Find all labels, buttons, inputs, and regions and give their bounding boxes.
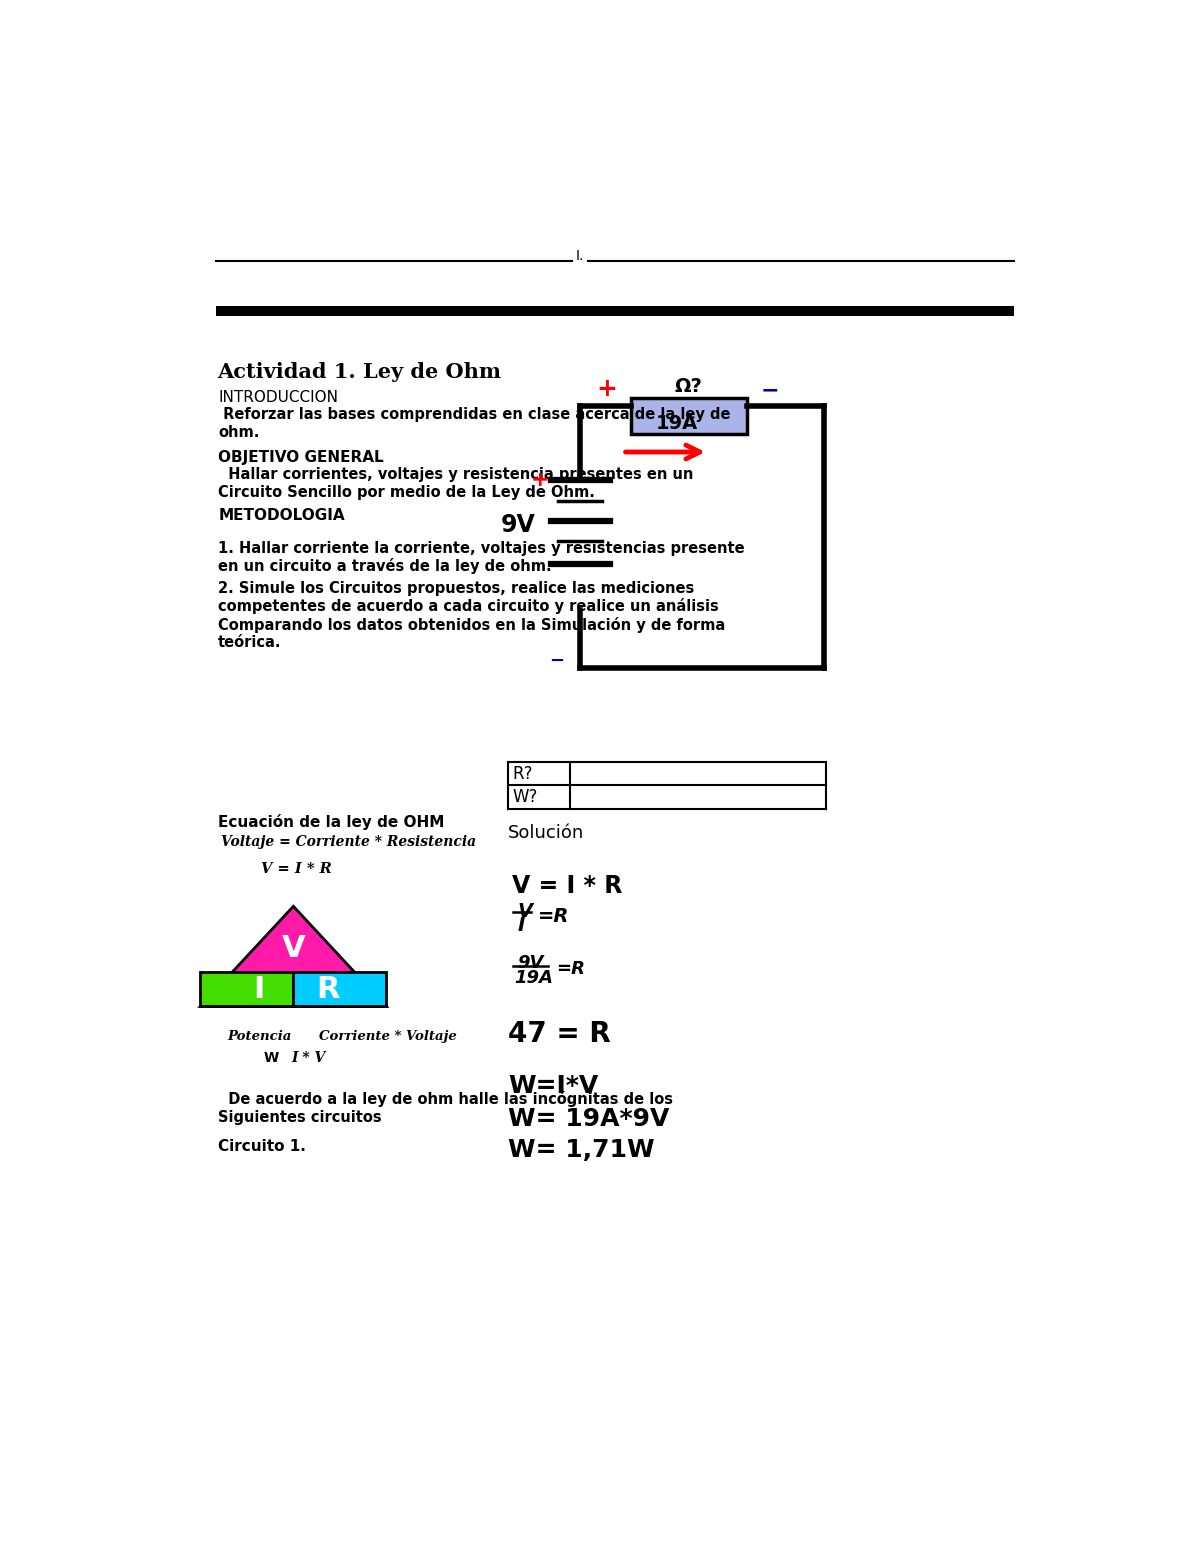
Text: R?: R? (512, 766, 533, 783)
Text: I: I (253, 975, 264, 1003)
Text: 9V: 9V (517, 954, 544, 972)
Polygon shape (293, 972, 386, 1006)
Text: Circuito 1.: Circuito 1. (218, 1138, 306, 1154)
Text: W: W (263, 1051, 278, 1065)
Text: −: − (761, 380, 779, 401)
Text: 2. Simule los Circuitos propuestos, realice las mediciones
competentes de acuerd: 2. Simule los Circuitos propuestos, real… (218, 581, 726, 651)
Bar (216, 306, 1014, 317)
Text: Solución: Solución (508, 825, 584, 842)
Text: De acuerdo a la ley de ohm halle las incógnitas de los
Siguientes circuitos: De acuerdo a la ley de ohm halle las inc… (218, 1092, 673, 1124)
Text: INTRODUCCION: INTRODUCCION (218, 390, 338, 405)
Text: =R: =R (556, 960, 586, 978)
Text: Reforzar las bases comprendidas en clase acerca de la ley de
ohm.: Reforzar las bases comprendidas en clase… (218, 407, 731, 439)
Text: V: V (517, 902, 533, 921)
Text: Hallar corrientes, voltajes y resistencia presentes en un
Circuito Sencillo por : Hallar corrientes, voltajes y resistenci… (218, 467, 694, 500)
Text: 9V: 9V (500, 512, 535, 537)
Text: W= 19A*9V: W= 19A*9V (508, 1107, 670, 1131)
Text: Corriente * Voltaje: Corriente * Voltaje (319, 1030, 457, 1042)
Polygon shape (200, 907, 386, 1006)
Text: Ecuación de la ley de OHM: Ecuación de la ley de OHM (218, 814, 444, 829)
Text: 1. Hallar corriente la corriente, voltajes y resistencias presente
en un circuit: 1. Hallar corriente la corriente, voltaj… (218, 540, 745, 575)
Text: I * V: I * V (292, 1051, 326, 1065)
Text: Ω?: Ω? (674, 377, 702, 396)
Text: 19A: 19A (515, 969, 553, 988)
Text: 47 = R: 47 = R (508, 1020, 611, 1048)
Text: 19A: 19A (656, 413, 698, 433)
Text: V: V (282, 935, 305, 963)
Text: Actividad 1. Ley de Ohm: Actividad 1. Ley de Ohm (217, 362, 502, 382)
Text: W=I*V: W=I*V (508, 1075, 599, 1098)
Bar (630, 398, 746, 435)
Text: OBJETIVO GENERAL: OBJETIVO GENERAL (218, 450, 384, 464)
Text: −: − (550, 652, 564, 671)
Text: +: + (596, 376, 618, 401)
Text: +: + (530, 469, 550, 489)
Text: Potencia: Potencia (228, 1030, 292, 1042)
Polygon shape (200, 972, 293, 1006)
Text: W?: W? (512, 789, 538, 806)
Text: I: I (517, 916, 524, 935)
Text: =R: =R (538, 907, 569, 926)
Text: I.: I. (576, 250, 584, 264)
Text: Voltaje = Corriente * Resistencia: Voltaje = Corriente * Resistencia (221, 836, 476, 849)
Text: METODOLOGIA: METODOLOGIA (218, 508, 344, 523)
Text: V = I * R: V = I * R (260, 862, 331, 876)
Text: R: R (317, 975, 340, 1003)
Text: W= 1,71W: W= 1,71W (508, 1138, 655, 1162)
Text: V = I * R: V = I * R (512, 874, 623, 898)
